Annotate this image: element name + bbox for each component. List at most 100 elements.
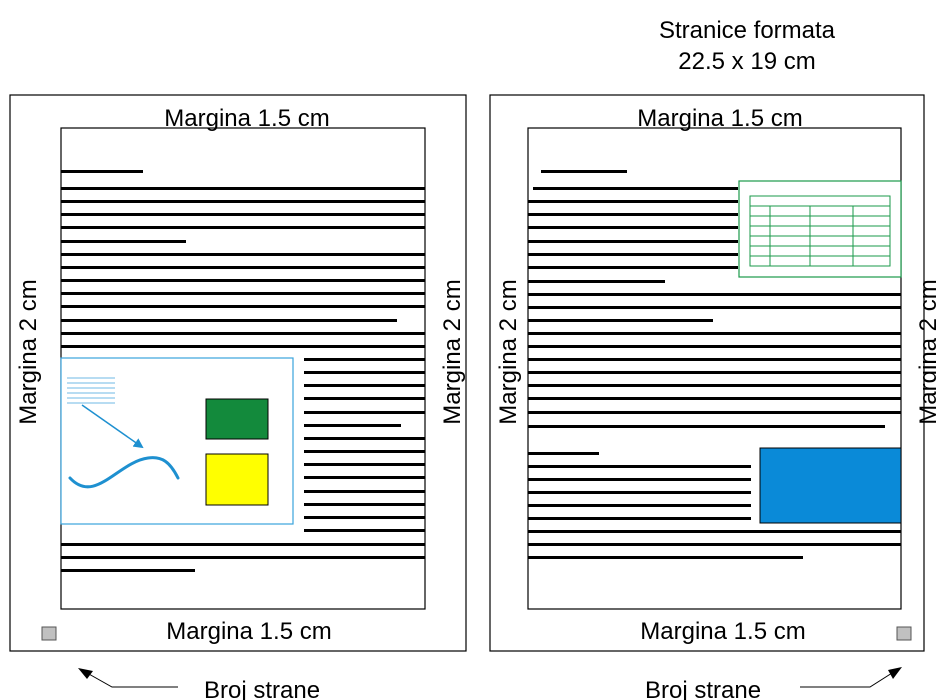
blue-box — [759, 447, 902, 524]
text-line — [61, 319, 397, 322]
text-line — [304, 384, 425, 387]
right-page-outline — [489, 94, 925, 652]
text-line — [61, 292, 425, 295]
text-line — [528, 504, 751, 507]
text-line — [533, 187, 738, 190]
text-line — [61, 305, 425, 308]
left-margin-top-label: Margina 1.5 cm — [164, 105, 329, 132]
text-line — [304, 411, 425, 414]
text-line — [304, 503, 425, 506]
arrow-head-icon — [78, 668, 93, 679]
yellow-box — [205, 453, 269, 506]
left-margin-left-label: Margina 2 cm — [15, 279, 42, 424]
text-line — [528, 358, 901, 361]
arrow-up-right-icon — [800, 667, 901, 688]
text-line — [528, 530, 901, 533]
right-margin-right-label: Margina 2 cm — [915, 279, 936, 424]
text-line — [304, 516, 425, 519]
text-line — [61, 556, 425, 559]
text-line — [528, 226, 738, 229]
text-line — [304, 358, 425, 361]
text-line — [528, 465, 751, 468]
figure-arrow-icon — [81, 404, 144, 449]
text-line — [528, 345, 901, 348]
text-line — [304, 437, 425, 440]
text-line — [61, 253, 425, 256]
left-margin-bottom-label: Margina 1.5 cm — [166, 618, 331, 645]
left-page-outline — [9, 94, 467, 652]
title-line-1: Stranice formata — [659, 17, 836, 44]
text-line — [528, 491, 751, 494]
text-line — [528, 556, 803, 559]
text-line — [528, 425, 885, 428]
figure-wave-curve — [68, 456, 180, 489]
left-page-number-label: Broj strane — [204, 677, 320, 700]
text-line — [528, 240, 738, 243]
text-line — [61, 226, 425, 229]
arrow-head-icon — [888, 667, 902, 679]
text-line — [61, 170, 143, 173]
right-text-lines — [528, 170, 901, 559]
text-line — [61, 569, 195, 572]
text-line — [528, 213, 738, 216]
text-line — [528, 397, 901, 400]
right-page-number-label: Broj strane — [645, 677, 761, 700]
right-margin-left-label: Margina 2 cm — [495, 279, 522, 424]
text-line — [304, 529, 425, 532]
table-frame — [738, 180, 902, 278]
text-line — [61, 543, 425, 546]
title-line-2: 22.5 x 19 cm — [678, 48, 815, 75]
text-line — [304, 476, 425, 479]
page-number-box-icon — [896, 626, 912, 641]
text-line — [304, 397, 425, 400]
right-margin-bottom-label: Margina 1.5 cm — [640, 618, 805, 645]
text-line — [528, 293, 901, 296]
figure-text-lines — [67, 377, 115, 404]
text-line — [528, 371, 901, 374]
right-text-area — [527, 127, 902, 610]
text-line — [528, 517, 751, 520]
text-line — [528, 384, 901, 387]
table-grid-lines — [750, 205, 890, 266]
left-page-number-callout: Broj strane — [78, 668, 320, 700]
text-line — [61, 279, 425, 282]
text-line — [61, 240, 186, 243]
arrow-up-left-icon — [79, 668, 178, 688]
text-line — [528, 266, 738, 269]
text-line — [304, 450, 425, 453]
text-line — [61, 266, 425, 269]
text-line — [541, 170, 627, 173]
table-figure — [738, 180, 902, 278]
text-line — [304, 490, 425, 493]
text-line — [528, 253, 738, 256]
text-line — [61, 200, 425, 203]
right-page-number-callout: Broj strane — [645, 667, 902, 700]
left-margin-right-label: Margina 2 cm — [439, 279, 466, 424]
text-line — [528, 478, 751, 481]
text-line — [304, 463, 425, 466]
text-line — [61, 187, 425, 190]
text-line — [528, 319, 713, 322]
text-line — [528, 452, 599, 455]
text-line — [61, 213, 425, 216]
right-margin-top-label: Margina 1.5 cm — [637, 105, 802, 132]
text-line — [528, 411, 901, 414]
text-line — [61, 345, 425, 348]
green-box — [205, 398, 269, 440]
text-line — [304, 371, 425, 374]
table-grid — [749, 195, 891, 267]
left-figure — [60, 357, 294, 525]
page-number-box-icon — [41, 626, 57, 641]
left-text-lines — [61, 170, 425, 572]
text-line — [528, 200, 738, 203]
text-line — [61, 332, 425, 335]
right-page: Margina 1.5 cm Margina 1.5 cm Margina 2 … — [489, 94, 936, 652]
text-line — [528, 332, 901, 335]
left-page: Margina 1.5 cm Margina 1.5 cm Margina 2 … — [9, 94, 467, 652]
text-line — [528, 543, 901, 546]
text-line — [528, 306, 901, 309]
text-line — [528, 280, 665, 283]
text-line — [304, 424, 401, 427]
